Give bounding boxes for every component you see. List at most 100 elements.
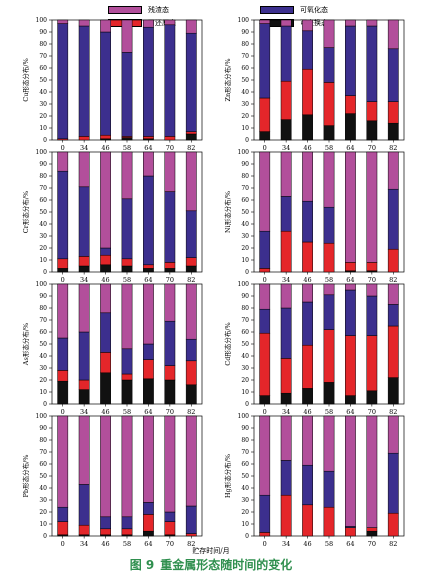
bar-0-可交换态	[259, 131, 271, 141]
bar-34-残渣态	[78, 19, 90, 27]
bar-70-可还原态	[366, 262, 378, 272]
y-tick-label: 0	[43, 401, 47, 408]
y-tick-label: 30	[241, 101, 249, 108]
bar-0-残渣态	[259, 151, 271, 232]
bar-0-残渣态	[57, 151, 69, 172]
y-tick-label: 30	[39, 497, 47, 504]
bar-0-可还原态	[259, 268, 271, 273]
bar-64-可还原态	[143, 264, 154, 269]
bar-64-残渣态	[345, 151, 356, 263]
x-tick-label: 0	[61, 144, 65, 152]
bar-0-可氧化态	[259, 308, 271, 334]
y-tick-label: 90	[241, 161, 249, 168]
bar-34-可还原态	[280, 494, 292, 537]
bar-46-可氧化态	[100, 247, 111, 256]
bar-70-残渣态	[164, 19, 176, 26]
bar-58-可还原态	[121, 373, 133, 381]
x-tick-label: 46	[303, 408, 311, 416]
bar-0-残渣态	[259, 19, 271, 24]
y-tick-label: 100	[238, 413, 250, 420]
bar-34-残渣态	[78, 415, 90, 485]
y-tick-label: 20	[39, 113, 47, 120]
y-tick-label: 80	[241, 173, 249, 180]
x-tick-label: 58	[325, 144, 333, 152]
x-tick-label: 70	[368, 408, 376, 416]
bar-82-可还原态	[185, 533, 197, 537]
y-tick-label: 70	[39, 185, 47, 192]
bar-58-可交换态	[121, 265, 133, 273]
y-tick-label: 0	[43, 269, 47, 276]
bar-0-可交换态	[259, 395, 271, 405]
y-tick-label: 40	[39, 221, 47, 228]
bar-34-可交换态	[78, 389, 90, 405]
legend-swatch-oxidizable	[260, 6, 294, 14]
chart-hg: 0 10 20 30 40 50 60 70 80 90 100 Hg形态分布/% 0 34 46 58 64 7…	[223, 413, 405, 548]
bar-70-可还原态	[164, 365, 176, 381]
x-tick-label: 34	[80, 144, 88, 152]
x-tick-label: 64	[144, 540, 152, 548]
bar-0-可氧化态	[259, 23, 271, 99]
y-tick-label: 10	[241, 125, 249, 132]
y-tick-label: 60	[39, 329, 47, 336]
bar-64-可氧化态	[143, 343, 154, 360]
y-tick-label: 20	[39, 377, 47, 384]
bar-58-可还原态	[323, 506, 335, 537]
x-tick-label: 82	[187, 144, 195, 152]
x-tick-label: 70	[368, 144, 376, 152]
y-tick-label: 40	[39, 485, 47, 492]
y-tick-label: 10	[241, 521, 249, 528]
figure-number: 图 9	[129, 558, 155, 572]
bar-0-残渣态	[57, 283, 69, 339]
y-tick-label: 80	[39, 173, 47, 180]
bar-82-可还原态	[185, 131, 197, 135]
y-tick-label: 0	[245, 401, 249, 408]
y-axis-title: As形态分布/%	[21, 323, 30, 366]
bar-64-可氧化态	[345, 25, 356, 96]
bar-58-可交换态	[323, 125, 335, 141]
bar-64-可交换态	[345, 395, 356, 405]
y-tick-label: 70	[39, 317, 47, 324]
x-tick-label: 46	[101, 408, 109, 416]
y-tick-label: 100	[36, 149, 48, 156]
bar-46-可交换态	[100, 264, 111, 273]
y-tick-label: 90	[241, 293, 249, 300]
x-tick-label: 82	[187, 276, 195, 284]
y-tick-label: 90	[39, 29, 47, 36]
x-tick-label: 46	[101, 540, 109, 548]
bar-46-可还原态	[100, 352, 111, 374]
y-tick-label: 10	[39, 257, 47, 264]
x-tick-label: 46	[303, 540, 311, 548]
bar-70-可还原态	[366, 527, 378, 532]
bar-46-残渣态	[302, 415, 313, 466]
y-tick-label: 50	[241, 209, 249, 216]
bar-0-可氧化态	[259, 230, 271, 269]
x-tick-label: 64	[144, 408, 152, 416]
bar-46-可交换态	[100, 372, 111, 405]
bar-70-可交换态	[164, 268, 176, 273]
x-tick-label: 58	[325, 408, 333, 416]
bar-46-可氧化态	[100, 31, 111, 136]
y-tick-label: 30	[39, 101, 47, 108]
bar-70-可氧化态	[164, 511, 176, 522]
x-tick-label: 46	[101, 144, 109, 152]
bar-70-可氧化态	[164, 320, 176, 366]
bar-46-残渣态	[100, 151, 111, 249]
bar-0-可氧化态	[57, 170, 69, 260]
y-tick-label: 100	[238, 281, 250, 288]
bar-64-可交换态	[143, 268, 154, 273]
bar-82-可氧化态	[185, 505, 197, 534]
bar-0-残渣态	[259, 283, 271, 310]
bar-58-残渣态	[121, 151, 133, 200]
bar-58-可氧化态	[121, 348, 133, 375]
bar-70-可还原态	[366, 101, 378, 122]
bar-64-残渣态	[345, 19, 356, 27]
bar-82-可还原态	[185, 257, 197, 267]
x-tick-label: 64	[144, 144, 152, 152]
bar-64-可还原态	[143, 136, 154, 140]
bar-58-可氧化态	[323, 470, 335, 508]
bar-46-可还原态	[302, 504, 313, 537]
bar-34-可交换态	[280, 392, 292, 405]
bar-46-残渣态	[302, 151, 313, 202]
bar-82-残渣态	[387, 415, 399, 454]
